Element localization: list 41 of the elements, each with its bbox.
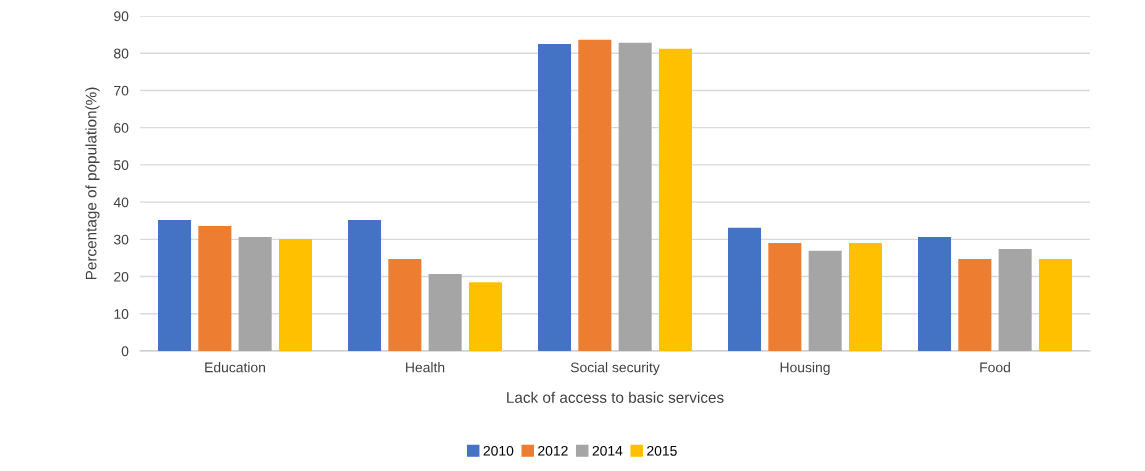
y-tick-label: 0 [121, 346, 129, 357]
bar [428, 273, 462, 351]
legend-label: 2010 [483, 445, 514, 456]
bar [998, 249, 1032, 351]
legend-label: 2012 [538, 445, 568, 456]
y-tick-label: 50 [114, 160, 129, 171]
bar [578, 39, 612, 351]
y-tick-label: 80 [114, 48, 129, 59]
bar [198, 225, 232, 351]
bar [728, 227, 762, 351]
bar [538, 43, 572, 351]
y-tick-label: 30 [113, 234, 129, 245]
y-tick-label: 60 [114, 123, 129, 133]
y-axis-title: Percentage of population(%) [85, 87, 100, 280]
x-tick-label: Education [205, 362, 265, 373]
bar [388, 259, 422, 351]
x-tick-label: Food [980, 362, 1010, 373]
bar [658, 48, 692, 351]
bar [1038, 259, 1072, 351]
y-tick-label: 70 [114, 85, 129, 96]
bar [348, 219, 382, 351]
legend-label: 2015 [647, 445, 677, 456]
x-tick-label: Health [406, 362, 445, 373]
bar [158, 219, 192, 351]
bar [958, 259, 992, 351]
legend-label: 2014 [592, 445, 623, 456]
y-tick-label: 20 [114, 271, 129, 282]
bar [768, 243, 802, 351]
bar [278, 238, 312, 351]
bar [238, 237, 272, 351]
x-tick-label: Social security [570, 362, 660, 376]
x-tick-label: Housing [780, 362, 830, 376]
bar [848, 243, 882, 351]
bar [918, 237, 952, 351]
bar [468, 282, 502, 351]
bar [618, 42, 652, 351]
y-tick-label: 40 [113, 197, 129, 208]
x-axis-title: Lack of access to basic services [507, 391, 724, 403]
bar [808, 250, 842, 351]
y-tick-label: 90 [114, 11, 129, 22]
y-tick-label: 10 [114, 309, 129, 319]
